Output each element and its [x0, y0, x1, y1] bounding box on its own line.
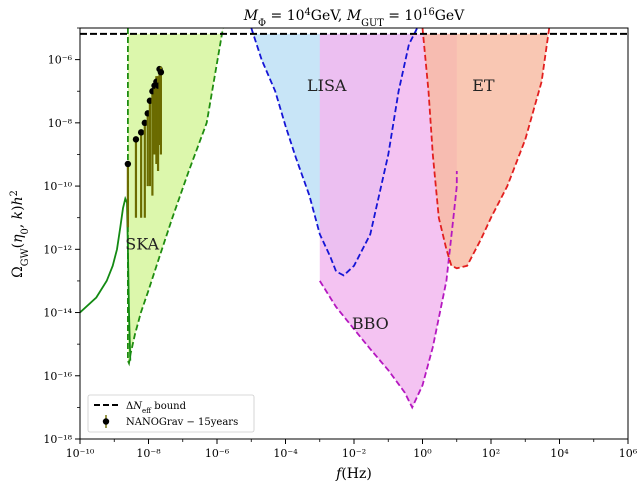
legend-nanograv-marker	[102, 418, 110, 425]
x-tick-label: 10⁴	[550, 447, 569, 460]
legend-neff-label: ΔNeff bound	[126, 401, 187, 415]
et-sensitivity-curve	[421, 28, 551, 270]
y-tick-label: 10⁻¹⁶	[43, 370, 72, 383]
x-tick-label: 10⁻²	[342, 447, 366, 460]
nanograv-point	[132, 136, 140, 143]
x-tick-label: 10⁻⁴	[273, 447, 298, 460]
x-tick-label: 10⁻¹⁰	[66, 447, 95, 460]
gw-spectrum-curve	[80, 195, 132, 361]
x-tick-label: 10⁻⁶	[205, 447, 230, 460]
y-tick-label: 10⁻¹⁸	[43, 433, 72, 446]
bbo-region	[319, 33, 457, 408]
y-tick-label: 10⁻¹⁰	[43, 180, 72, 193]
nanograv-point	[124, 160, 132, 168]
y-tick-label: 10⁻⁶	[48, 54, 73, 67]
x-tick-label: 10⁶	[619, 447, 638, 460]
y-axis-title: ΩGW(η0, k)h2	[9, 190, 31, 278]
bbo-sensitivity-curve	[319, 171, 458, 410]
y-tick-label: 10⁻¹⁴	[43, 307, 72, 320]
chart-title: MΦ = 104GeV, MGUT = 1016GeV	[243, 7, 465, 29]
y-tick-label: 10⁻¹²	[43, 243, 72, 256]
ska-sensitivity-curve	[127, 28, 224, 367]
y-tick-label: 10⁻⁸	[48, 117, 73, 130]
x-axis-title: f(Hz)	[335, 466, 372, 482]
nanograv-point	[157, 68, 165, 76]
legend-box	[87, 394, 255, 433]
legend: ΔNeff bound NANOGrav − 15years	[87, 394, 255, 433]
bbo-label: BBO	[352, 314, 389, 333]
et-label: ET	[472, 76, 495, 95]
x-tick-label: 10⁰	[413, 447, 432, 460]
lisa-label: LISA	[307, 76, 347, 95]
nanograv-point	[141, 119, 149, 127]
ska-label: SKA	[125, 234, 159, 253]
lisa-sensitivity-curve	[250, 28, 419, 277]
x-tick-label: 10⁻⁸	[136, 447, 161, 460]
x-tick-label: 10²	[482, 447, 500, 460]
legend-nanograv-label: NANOGrav − 15years	[126, 417, 238, 428]
nanograv-point	[137, 129, 145, 136]
